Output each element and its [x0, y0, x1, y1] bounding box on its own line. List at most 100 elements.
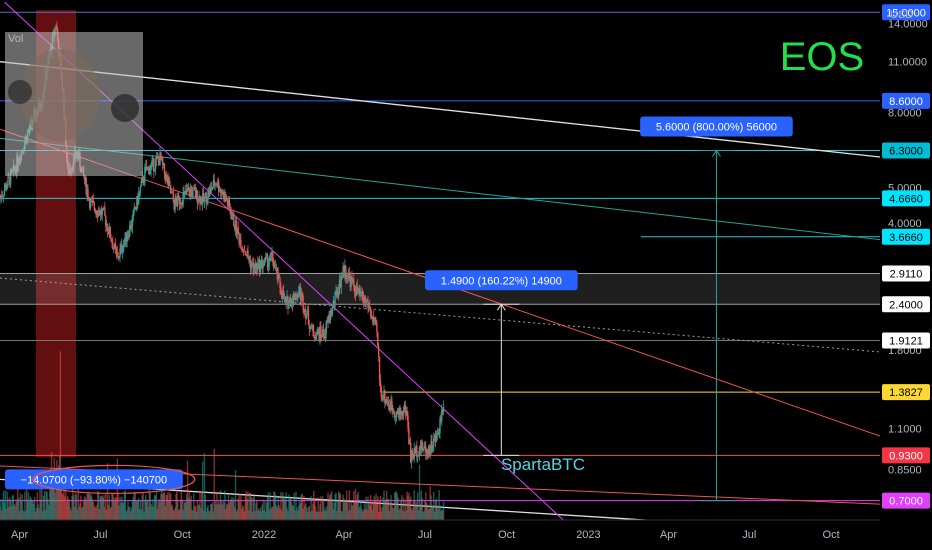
candle-body-2021-12-25: [257, 262, 259, 271]
candle-body-2022-03-31: [342, 265, 344, 278]
candle-body-2022-06-23: [417, 455, 419, 458]
chart-title: EOS: [780, 35, 864, 79]
candle-body-2021-08-21: [145, 166, 147, 168]
volume-bar-2021-06-19: [89, 493, 91, 520]
volume-bar-2021-05-03: [47, 499, 49, 520]
candle-body-2022-03-05: [319, 326, 321, 340]
candle-body-2021-11-24: [229, 207, 231, 213]
volume-bar-2021-04-06: [23, 511, 25, 520]
volume-bar-2021-03-19: [7, 498, 9, 520]
candle-body-2022-07-03: [425, 452, 428, 455]
measure-label-box: [5, 469, 183, 490]
candle-body-2022-01-02: [264, 257, 266, 264]
volume-bar-2022-06-25: [418, 464, 421, 520]
volume-bar-2021-05-12: [55, 470, 57, 520]
candle-body-2022-01-07: [268, 260, 271, 264]
volume-bar-2022-03-14: [327, 492, 329, 520]
volume-bar-2022-05-01: [369, 494, 372, 520]
volume-bar-2021-03-21: [9, 497, 11, 520]
volume-bar-2022-02-04: [293, 492, 295, 520]
volume-bar-2021-06-29: [97, 491, 100, 520]
candle-body-2022-06-16: [410, 450, 413, 463]
candle-body-2022-04-30: [369, 306, 371, 310]
volume-bar-2021-08-14: [138, 508, 141, 520]
volume-bar-2022-03-10: [323, 510, 326, 520]
candle-body-2022-06-15: [409, 442, 412, 463]
candle-body-2022-03-27: [338, 279, 341, 294]
volume-bar-2022-05-26: [392, 508, 394, 520]
candle-body-2021-11-28: [233, 213, 235, 226]
candle-body-2022-05-23: [389, 405, 391, 410]
volume-bar-2021-04-03: [20, 501, 23, 520]
candle-body-2022-01-19: [279, 278, 281, 288]
volume-bar-2022-05-14: [381, 507, 383, 520]
candle-body-2021-11-17: [223, 191, 225, 202]
candle-body-2022-03-30: [341, 277, 343, 279]
volume-bar-2021-03-11: [0, 499, 2, 520]
candle-body-2021-11-11: [217, 181, 220, 192]
candle-body-2022-05-06: [374, 317, 376, 322]
time-axis[interactable]: Apr Jul Oct 2022 Apr Jul Oct 2023 Apr Jul Oct: [0, 519, 932, 550]
volume-bar-2022-03-25: [337, 500, 339, 520]
volume-bar-2022-05-08: [376, 503, 378, 520]
volume-bar-2022-05-21: [387, 498, 390, 520]
candle-body-2022-03-11: [324, 333, 327, 339]
candle-body-2022-07-05: [427, 449, 430, 457]
volume-bar-2021-08-11: [136, 500, 138, 520]
candle-body-2022-01-20: [280, 287, 282, 294]
volume-bar-2021-12-11: [244, 494, 247, 520]
volume-bar-2021-09-28: [178, 509, 181, 520]
volume-bar-2022-02-14: [302, 508, 304, 520]
volume-bar-2021-06-08: [79, 503, 81, 520]
volume-bar-2022-03-31: [342, 494, 344, 520]
candle-body-2022-02-18: [305, 314, 308, 319]
volume-bar-2021-12-31: [262, 501, 264, 520]
volume-bar-2021-11-05: [212, 511, 215, 520]
candle-body-2021-06-22: [91, 200, 94, 202]
volume-bar-2021-04-15: [31, 499, 33, 520]
volume-bar-2021-04-05: [22, 510, 24, 520]
volume-bar-2022-06-24: [417, 510, 420, 520]
volume-bar-2021-08-08: [133, 491, 135, 520]
volume-bar-2021-10-14: [193, 493, 195, 520]
volume-bar-2022-06-22: [416, 501, 418, 520]
volume-bar-2021-03-24: [11, 495, 14, 520]
candle-body-2022-07-02: [425, 446, 427, 453]
candle-body-2021-12-10: [243, 251, 246, 253]
volume-bar-2021-09-15: [167, 492, 169, 520]
candle-body-2021-07-07: [105, 215, 107, 227]
candle-body-2022-04-01: [343, 265, 345, 275]
candle-body-2022-04-05: [346, 277, 349, 279]
volume-bar-2021-08-22: [145, 501, 148, 520]
volume-bar-2022-03-03: [317, 497, 319, 520]
volume-bar-2022-01-17: [277, 497, 279, 520]
candle-body-2022-02-27: [313, 336, 316, 339]
currency-label: USD: [890, 9, 913, 21]
candle-body-2021-06-21: [90, 200, 93, 202]
candle-body-2021-09-08: [161, 157, 163, 160]
candle-body-2022-01-23: [282, 290, 285, 299]
candle-body-2021-09-09: [161, 157, 164, 165]
volume-bar-2021-11-12: [218, 504, 221, 520]
candle-body-2021-07-21: [117, 255, 119, 259]
volume-bar-2022-03-23: [335, 492, 337, 520]
volume-bar-2021-06-01: [73, 495, 75, 520]
measure-3: −14.0700 (−93.80%) −140700: [5, 464, 196, 494]
candle-body-2022-03-22: [334, 291, 336, 304]
volume-bar-2021-06-27: [96, 504, 98, 520]
candle-body-2022-07-04: [426, 449, 429, 455]
volume-bar-2022-05-04: [372, 501, 375, 520]
candle-body-2021-07-27: [122, 244, 125, 251]
candle-body-2021-12-28: [259, 262, 262, 273]
volume-bar-2021-07-16: [113, 497, 115, 520]
candle-body-2022-06-08: [403, 404, 406, 411]
measure-label: 1.4900 (160.22%) 14900: [441, 275, 562, 287]
candle-body-2021-08-15: [139, 186, 142, 192]
volume-bar-2021-08-09: [134, 492, 136, 520]
volume-bar-2022-07-06: [428, 508, 431, 520]
volume-bar-2022-02-16: [304, 505, 306, 520]
candle-body-2021-09-02: [155, 157, 158, 160]
candle-body-2022-06-22: [416, 446, 418, 458]
candle-body-2021-12-30: [261, 259, 263, 269]
